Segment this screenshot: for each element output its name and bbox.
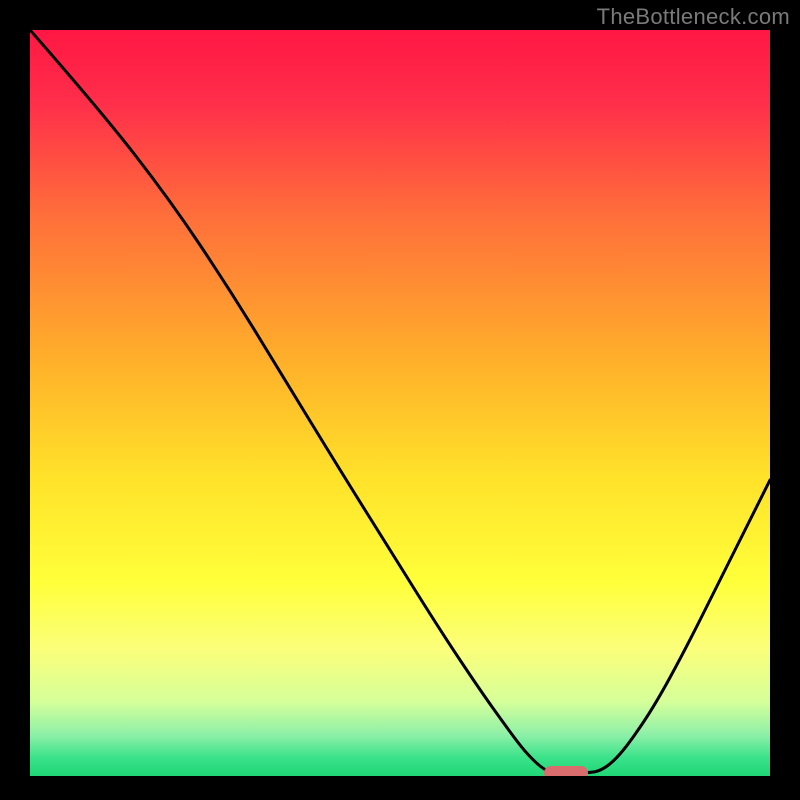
bottleneck-chart: TheBottleneck.com xyxy=(0,0,800,800)
bottleneck-curve xyxy=(30,30,770,776)
optimal-marker xyxy=(544,766,588,780)
watermark-label: TheBottleneck.com xyxy=(597,4,790,30)
plot-area xyxy=(30,30,770,776)
